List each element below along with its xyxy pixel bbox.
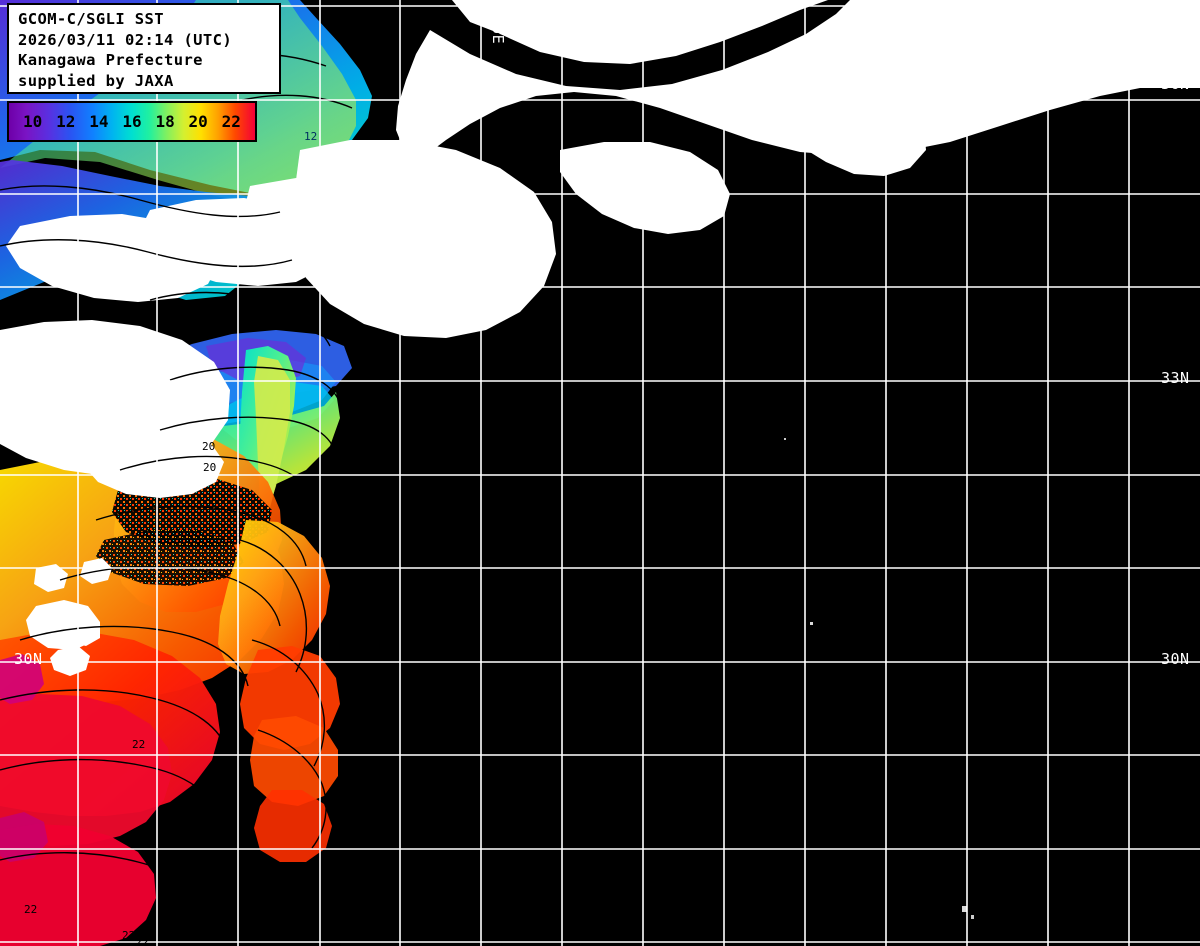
sst-colorbar: 10 12 14 16 18 20 22 [7,101,257,142]
lon-label-136e: 136E [489,6,507,45]
data-provider: supplied by JAXA [18,71,174,90]
contour-label: 20 [203,461,216,474]
colorbar-gradient [9,103,255,140]
title-plate: GCOM-C/SGLI SST 2026/03/11 02:14 (UTC) K… [7,3,281,94]
cloud-land-mask [0,0,1200,676]
contour-label: 20 [202,440,215,453]
contour-label: 12 [304,130,317,143]
lat-label-33n: 33N [1161,369,1190,387]
region-name: Kanagawa Prefecture [18,51,203,69]
contour-labels: 20 20 22 22 22 22 12 [24,130,317,946]
colorbar-tick: 18 [155,111,175,131]
colorbar-tick-labels: 10 12 14 16 18 20 22 [9,103,255,140]
contour-label: 22 [24,903,37,916]
colorbar-tick: 20 [188,111,208,131]
contour-label: 22 [122,929,135,942]
contour-label: 22 [132,738,145,751]
product-title: GCOM-C/SGLI SST [18,10,164,28]
lon-label-144e: 144E [1115,6,1133,45]
contour-label: 22 [136,935,149,946]
lat-label-30n-left: 30N [14,650,43,668]
colorbar-tick: 22 [221,111,241,131]
colorbar-tick: 12 [56,111,76,131]
observation-datetime: 2026/03/11 02:14 (UTC) [18,30,233,49]
colorbar-tick: 16 [122,111,142,131]
lat-label-36n: 36N [1161,75,1190,93]
colorbar-tick: 14 [89,111,109,131]
colorbar-tick: 10 [23,111,43,131]
lat-label-30n-right: 30N [1161,650,1190,668]
